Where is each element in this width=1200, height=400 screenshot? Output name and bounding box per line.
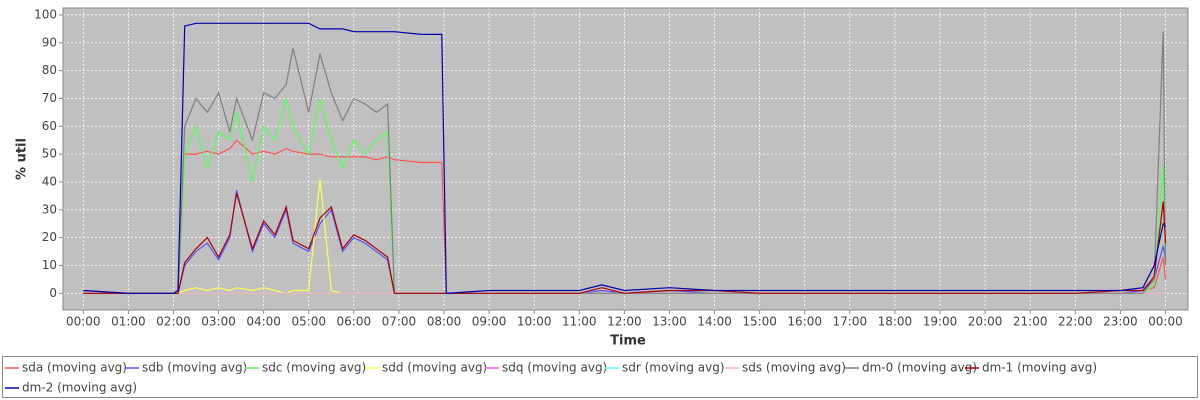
legend-label: dm-1 (moving avg) — [982, 361, 1097, 375]
legend-label: sdq (moving avg) — [502, 361, 607, 375]
x-tick-label: 20:00 — [968, 315, 1003, 329]
legend — [2, 356, 1198, 398]
x-tick-label: 07:00 — [382, 315, 417, 329]
y-tick-label: 0 — [49, 286, 57, 300]
x-tick-label: 03:00 — [201, 315, 236, 329]
x-tick-label: 18:00 — [878, 315, 913, 329]
x-tick-label: 01:00 — [111, 315, 146, 329]
x-tick-label: 13:00 — [652, 315, 687, 329]
x-tick-label: 09:00 — [472, 315, 507, 329]
legend-label: sda (moving avg) — [22, 361, 127, 375]
x-tick-label: 08:00 — [427, 315, 462, 329]
x-tick-label: 11:00 — [562, 315, 597, 329]
x-axis-title: Time — [610, 334, 646, 349]
x-tick-label: 04:00 — [246, 315, 281, 329]
y-tick-label: 70 — [42, 91, 57, 105]
x-tick-label: 17:00 — [833, 315, 868, 329]
x-tick-label: 02:00 — [156, 315, 191, 329]
legend-label: dm-2 (moving avg) — [22, 381, 137, 395]
x-tick-label: 15:00 — [742, 315, 777, 329]
legend-label: sds (moving avg) — [742, 361, 846, 375]
y-axis-title: % util — [15, 138, 30, 180]
y-tick-label: 40 — [42, 174, 57, 188]
y-tick-label: 10 — [42, 258, 57, 272]
x-tick-label: 22:00 — [1058, 315, 1093, 329]
y-tick-label: 60 — [42, 119, 57, 133]
legend-label: sdb (moving avg) — [142, 361, 247, 375]
y-tick-label: 80 — [42, 63, 57, 77]
x-tick-label: 14:00 — [697, 315, 732, 329]
y-tick-label: 90 — [42, 35, 57, 49]
legend-label: sdd (moving avg) — [382, 361, 487, 375]
x-tick-label: 00:00 — [1148, 315, 1183, 329]
legend-label: sdc (moving avg) — [262, 361, 366, 375]
series-line — [83, 22, 1166, 294]
y-tick-label: 30 — [42, 202, 57, 216]
x-tick-label: 06:00 — [337, 315, 372, 329]
x-tick-label: 05:00 — [291, 315, 326, 329]
series-line — [83, 192, 1167, 294]
x-tick-label: 12:00 — [607, 315, 642, 329]
legend-label: sdr (moving avg) — [622, 361, 725, 375]
x-tick-label: 23:00 — [1103, 315, 1138, 329]
plot-area — [63, 8, 1188, 310]
x-tick-label: 10:00 — [517, 315, 552, 329]
x-tick-label: 21:00 — [1013, 315, 1048, 329]
y-tick-label: 50 — [42, 147, 57, 161]
plot-border — [62, 7, 1189, 311]
x-tick-label: 00:00 — [66, 315, 101, 329]
legend-label: dm-0 (moving avg) — [862, 361, 977, 375]
y-tick-label: 100 — [34, 7, 57, 21]
x-tick-label: 16:00 — [787, 315, 822, 329]
x-tick-label: 19:00 — [923, 315, 958, 329]
y-tick-label: 20 — [42, 230, 57, 244]
